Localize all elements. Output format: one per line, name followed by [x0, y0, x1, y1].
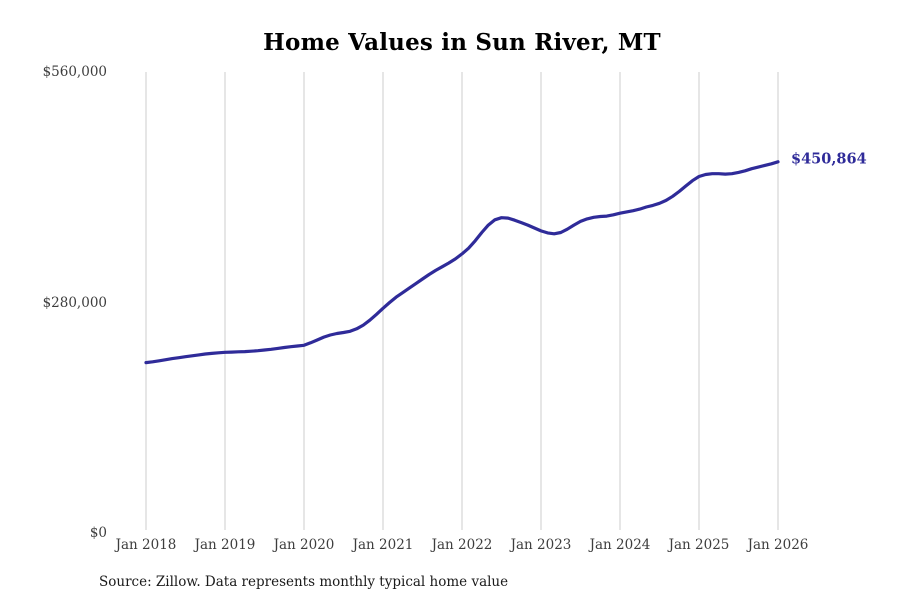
y-tick-label: $280,000 — [42, 294, 107, 311]
x-tick-label: Jan 2018 — [115, 537, 177, 553]
y-tick-label: $560,000 — [42, 64, 107, 80]
x-tick-label: Jan 2020 — [273, 537, 335, 553]
x-tick-label: Jan 2025 — [668, 537, 730, 553]
y-tick-label: $0 — [89, 525, 107, 541]
latest-value-label: $450,864 — [791, 150, 867, 168]
x-tick-label: Jan 2026 — [747, 537, 809, 553]
source-note: Source: Zillow. Data represents monthly … — [99, 574, 509, 590]
x-tick-label: Jan 2019 — [194, 537, 256, 553]
chart-title: Home Values in Sun River, MT — [263, 29, 661, 56]
home-value-line — [144, 160, 780, 365]
x-tick-label: Jan 2023 — [510, 537, 572, 553]
x-tick-label: Jan 2022 — [431, 537, 493, 553]
x-tick-label: Jan 2021 — [352, 537, 414, 553]
x-tick-label: Jan 2024 — [589, 537, 651, 553]
